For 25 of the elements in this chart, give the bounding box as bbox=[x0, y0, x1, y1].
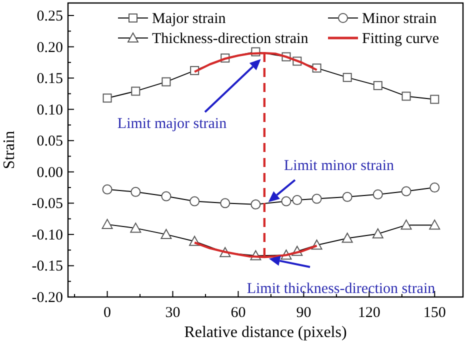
legend-label: Minor strain bbox=[362, 11, 438, 27]
x-tick-label: 60 bbox=[230, 305, 246, 321]
legend-label: Thickness-direction strain bbox=[152, 31, 309, 47]
y-tick-label: 0.15 bbox=[36, 71, 63, 88]
y-tick-label: 0.10 bbox=[36, 102, 63, 118]
annotation: Limit major strain bbox=[117, 116, 228, 132]
x-tick-label: 150 bbox=[423, 305, 446, 321]
legend-label: Fitting curve bbox=[362, 31, 440, 47]
y-tick-label: -0.05 bbox=[32, 196, 63, 212]
y-tick-label: 0.25 bbox=[36, 8, 63, 25]
y-tick-label: 0.05 bbox=[36, 134, 63, 150]
x-tick-label: 90 bbox=[296, 305, 312, 321]
y-tick-label: -0.15 bbox=[32, 258, 63, 275]
annotation: Limit minor strain bbox=[284, 158, 394, 174]
y-tick-label: 0.20 bbox=[36, 40, 63, 56]
annotation: Limit thickness-direction strain bbox=[246, 281, 436, 297]
x-axis-title: Relative distance (pixels) bbox=[184, 324, 347, 341]
y-tick-label: -0.20 bbox=[32, 290, 63, 306]
x-tick-label: 0 bbox=[104, 305, 112, 321]
x-tick-label: 120 bbox=[358, 305, 380, 321]
legend-label: Major strain bbox=[152, 11, 226, 27]
y-tick-label: 0.00 bbox=[36, 164, 63, 181]
x-tick-label: 30 bbox=[165, 305, 180, 321]
y-tick-label: -0.10 bbox=[32, 227, 63, 244]
y-axis-title: Strain bbox=[1, 130, 18, 170]
